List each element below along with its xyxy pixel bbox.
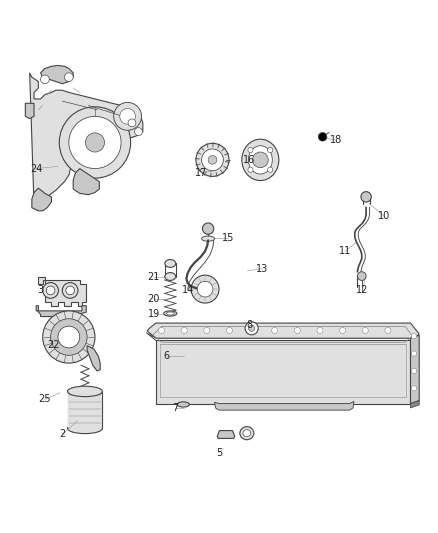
Text: 5: 5 [216,448,222,458]
Ellipse shape [177,402,189,407]
Ellipse shape [242,139,279,181]
Polygon shape [39,277,86,305]
Text: 20: 20 [148,294,160,304]
Circle shape [411,351,417,356]
Circle shape [202,223,214,235]
Polygon shape [73,168,99,195]
Text: 12: 12 [357,286,369,295]
Text: 3: 3 [38,286,44,295]
Circle shape [248,148,253,152]
Polygon shape [146,333,418,341]
Circle shape [411,334,417,339]
Circle shape [159,327,165,334]
Text: 17: 17 [195,168,208,178]
Polygon shape [217,431,235,439]
Polygon shape [36,305,86,317]
Polygon shape [156,341,410,403]
Circle shape [50,319,87,356]
Text: 16: 16 [244,155,256,165]
Circle shape [268,167,273,172]
Circle shape [362,327,368,334]
Circle shape [69,116,121,168]
Polygon shape [147,323,419,338]
Circle shape [62,282,78,298]
Text: 11: 11 [339,246,351,256]
Text: 7: 7 [172,403,179,413]
Polygon shape [41,66,73,84]
Circle shape [43,282,58,298]
Circle shape [411,368,417,374]
Polygon shape [67,391,102,429]
Text: 19: 19 [148,309,160,319]
Circle shape [191,275,219,303]
Text: 10: 10 [378,212,391,221]
Circle shape [248,167,253,172]
Circle shape [268,148,273,152]
Ellipse shape [166,312,174,315]
Circle shape [196,143,229,176]
Polygon shape [215,401,354,410]
Text: 18: 18 [330,135,343,146]
Circle shape [208,156,217,164]
Circle shape [245,322,258,335]
Ellipse shape [164,311,177,316]
Circle shape [294,327,300,334]
Circle shape [249,325,254,332]
Text: 13: 13 [256,264,268,273]
Text: 8: 8 [247,320,253,330]
Circle shape [181,327,187,334]
Circle shape [58,326,80,348]
Circle shape [134,128,142,135]
Polygon shape [410,400,419,408]
Circle shape [249,327,255,334]
Text: 14: 14 [182,286,194,295]
Circle shape [204,327,210,334]
Circle shape [385,327,391,334]
Circle shape [85,133,105,152]
Polygon shape [30,73,143,206]
Text: 15: 15 [222,233,234,243]
Text: 6: 6 [164,351,170,361]
Circle shape [128,119,136,127]
Circle shape [357,272,366,280]
Polygon shape [32,188,51,211]
Circle shape [226,327,233,334]
Circle shape [411,386,417,391]
Circle shape [114,102,141,130]
Ellipse shape [243,430,251,437]
Circle shape [46,286,55,295]
Circle shape [66,286,74,295]
Circle shape [201,149,223,171]
Text: 22: 22 [47,340,60,350]
Ellipse shape [248,146,272,174]
Circle shape [318,133,327,141]
Circle shape [197,281,213,297]
Circle shape [253,152,268,168]
Ellipse shape [201,236,215,241]
Text: 21: 21 [148,272,160,282]
Polygon shape [87,346,100,371]
Circle shape [120,109,135,124]
Polygon shape [410,335,419,403]
Ellipse shape [67,423,102,434]
Circle shape [43,311,95,363]
Ellipse shape [165,272,176,280]
Circle shape [64,73,73,82]
Polygon shape [25,103,34,118]
Circle shape [272,327,278,334]
Circle shape [339,327,346,334]
Circle shape [361,192,371,202]
Ellipse shape [165,260,176,268]
Circle shape [59,107,131,178]
Ellipse shape [240,426,254,440]
Circle shape [317,327,323,334]
Text: 25: 25 [39,394,51,404]
Ellipse shape [67,386,102,397]
Circle shape [41,75,49,84]
Text: 24: 24 [30,164,42,174]
Text: 2: 2 [59,429,65,439]
